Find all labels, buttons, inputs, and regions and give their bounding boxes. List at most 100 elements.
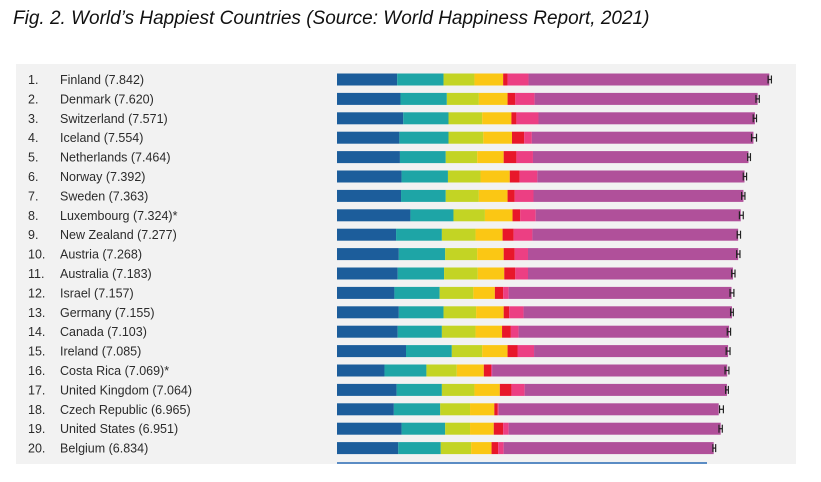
bar-segment: [337, 403, 394, 416]
chart-panel: [16, 64, 796, 464]
figure-caption: Fig. 2. World’s Happiest Countries (Sour…: [13, 8, 650, 29]
rank-number: 6.: [28, 170, 38, 184]
bar-segment: [478, 189, 508, 202]
bar-segment: [397, 325, 442, 338]
bar-segment: [516, 112, 539, 125]
rank-number: 18.: [28, 403, 45, 417]
bar-segment: [337, 189, 402, 202]
bar-segment: [523, 306, 732, 319]
bar-segment: [494, 286, 504, 299]
bar-segment: [448, 131, 484, 144]
bar-segment: [337, 306, 399, 319]
bar-segment: [401, 170, 448, 183]
bar-segment: [507, 73, 529, 86]
bar-segment: [439, 286, 474, 299]
bar-segment: [441, 228, 476, 241]
rank-number: 4.: [28, 131, 38, 145]
bar-segment: [337, 442, 399, 455]
bar-segment: [503, 286, 509, 299]
bar-segment: [398, 442, 441, 455]
country-label: Israel (7.157): [60, 286, 134, 300]
rank-number: 13.: [28, 306, 45, 320]
country-label: Netherlands (7.464): [60, 151, 170, 165]
bar-segment: [337, 209, 411, 222]
country-label: Czech Republic (6.965): [60, 403, 191, 417]
bar-segment: [401, 422, 446, 435]
bar-segment: [398, 306, 444, 319]
bar-segment: [494, 403, 498, 416]
bar-segment: [519, 170, 538, 183]
bar-segment: [337, 131, 400, 144]
bar-segment: [515, 267, 528, 280]
country-label: Switzerland (7.571): [60, 112, 168, 126]
bar-segment: [503, 248, 515, 261]
bar-segment: [509, 170, 520, 183]
bar-segment: [508, 422, 721, 435]
bar-segment: [448, 112, 483, 125]
bar-segment: [453, 209, 485, 222]
bar-segment: [515, 92, 535, 105]
bar-segment: [398, 248, 446, 261]
bar-segment: [337, 345, 406, 358]
bar-segment: [534, 345, 729, 358]
bar-segment: [476, 306, 504, 319]
country-label: Iceland (7.554): [60, 131, 143, 145]
rank-number: 20.: [28, 442, 45, 456]
bar-segment: [517, 345, 535, 358]
bar-segment: [337, 286, 395, 299]
country-label: Ireland (7.085): [60, 345, 141, 359]
country-label: United States (6.951): [60, 422, 178, 436]
rank-number: 3.: [28, 112, 38, 126]
bar-segment: [531, 131, 754, 144]
bar-segment: [502, 325, 511, 338]
bar-segment: [518, 325, 730, 338]
country-label: New Zealand (7.277): [60, 228, 177, 242]
bar-segment: [474, 73, 504, 86]
bar-segment: [441, 383, 475, 396]
bar-segment: [456, 364, 484, 377]
bar-segment: [491, 364, 493, 377]
bar-segment: [504, 267, 516, 280]
bar-segment: [499, 383, 512, 396]
bar-segment: [512, 209, 521, 222]
bar-segment: [401, 189, 446, 202]
bar-segment: [477, 267, 505, 280]
bar-segment: [503, 73, 508, 86]
bar-segment: [410, 209, 454, 222]
rank-number: 16.: [28, 364, 45, 378]
bar-segment: [474, 383, 500, 396]
bar-segment: [507, 345, 518, 358]
rank-number: 14.: [28, 325, 45, 339]
bar-segment: [397, 73, 444, 86]
bar-segment: [441, 325, 476, 338]
bar-segment: [400, 92, 447, 105]
bar-segment: [502, 228, 514, 241]
bar-segment: [516, 151, 533, 164]
bar-segment: [483, 131, 512, 144]
bar-segment: [403, 112, 449, 125]
bar-segment: [492, 364, 728, 377]
bar-segment: [397, 267, 445, 280]
country-label: Sweden (7.363): [60, 189, 148, 203]
bar-segment: [538, 112, 755, 125]
bar-segment: [524, 383, 727, 396]
country-label: Austria (7.268): [60, 248, 142, 262]
bar-segment: [440, 442, 472, 455]
bar-segment: [445, 248, 478, 261]
rank-number: 17.: [28, 383, 45, 397]
bar-segment: [503, 306, 510, 319]
bar-segment: [503, 151, 517, 164]
bar-segment: [513, 228, 533, 241]
bar-segment: [337, 248, 399, 261]
bar-segment: [493, 422, 504, 435]
bar-segment: [337, 92, 401, 105]
rank-number: 8.: [28, 209, 38, 223]
bar-segment: [446, 92, 479, 105]
bar-segment: [498, 403, 719, 416]
country-label: Finland (7.842): [60, 73, 144, 87]
bar-segment: [528, 73, 770, 86]
bar-segment: [535, 209, 741, 222]
bar-segment: [396, 383, 442, 396]
bar-segment: [445, 151, 478, 164]
